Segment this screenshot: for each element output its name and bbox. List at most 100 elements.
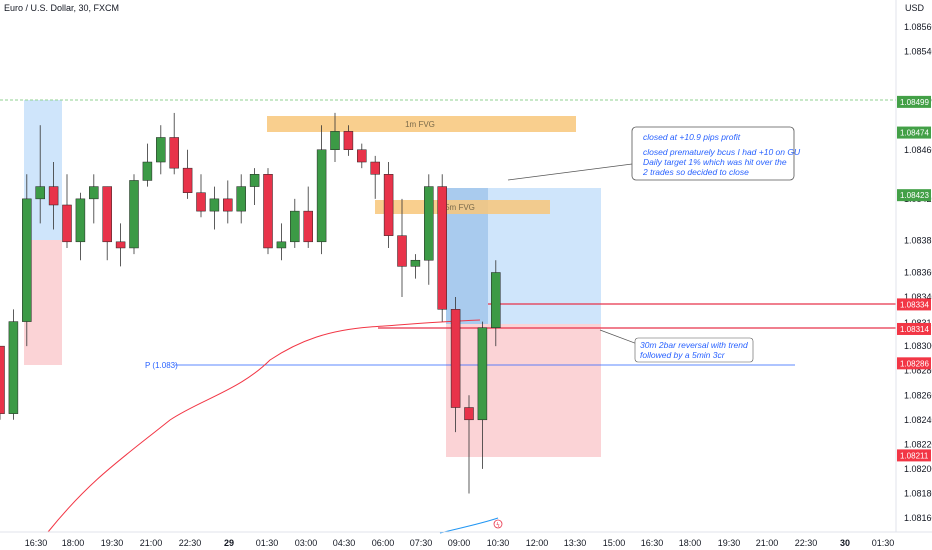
time-tick-label: 01:30 — [872, 538, 895, 548]
candle-body[interactable] — [491, 272, 501, 328]
price-tick-label: 1.08460 — [904, 145, 932, 155]
candle-body[interactable] — [290, 210, 300, 243]
price-tag-label: 1.08286 — [900, 359, 929, 368]
candle-body[interactable] — [424, 186, 434, 261]
price-tag — [897, 95, 931, 108]
candle-body[interactable] — [62, 204, 72, 243]
candle-body[interactable] — [89, 186, 99, 200]
currency-label: USD — [905, 3, 925, 13]
candle-body[interactable] — [169, 137, 179, 169]
candle-body[interactable] — [129, 180, 139, 249]
price-tick-label: 1.08319 — [904, 318, 932, 328]
candle-body[interactable] — [196, 192, 206, 212]
candle-body[interactable] — [357, 149, 367, 163]
time-tick-label: 19:30 — [718, 538, 741, 548]
time-tick-label: 15:00 — [603, 538, 626, 548]
price-tag-label: 1.08334 — [900, 300, 929, 309]
price-tag-label: 1.08211 — [900, 451, 929, 460]
time-tick-label: 16:30 — [641, 538, 664, 548]
time-axis-ticks: 16:30 18:00 19:30 21:00 22:30 29 01:30 03:00 04:… — [25, 538, 895, 548]
price-tick-label: 1.08560 — [904, 22, 932, 32]
note1-line4: 2 trades so decided to close — [642, 167, 749, 177]
note1-line1: closed at +10.9 pips profit — [643, 132, 741, 142]
price-tick-label: 1.08200 — [904, 464, 932, 474]
note2-line2: followed by a 5min 3cr — [640, 350, 726, 360]
candle-body[interactable] — [437, 186, 447, 310]
time-tick-label: 30 — [840, 538, 850, 548]
note1-box[interactable] — [631, 126, 795, 181]
candle-body[interactable] — [35, 186, 45, 200]
lightning-icon-glyph: ϟ — [496, 522, 500, 529]
candle-body[interactable] — [303, 210, 313, 243]
fvg-5m-zone — [375, 200, 550, 214]
candle-body[interactable] — [22, 198, 32, 322]
fvg-1m-zone — [267, 116, 576, 132]
candle-body[interactable] — [223, 198, 233, 212]
candle-body[interactable] — [209, 198, 220, 212]
lightning-icon[interactable] — [493, 519, 503, 529]
candle-body[interactable] — [249, 174, 260, 187]
price-tick-label: 1.08540 — [904, 47, 932, 57]
price-tick-label: 1.08340 — [904, 292, 932, 302]
price-tick-label: 1.08280 — [904, 366, 932, 376]
price-tick-label: 1.08300 — [904, 341, 932, 351]
candle-body[interactable] — [182, 167, 193, 193]
note1-line2: closed prematurely bcus I had +10 on GU — [643, 147, 801, 157]
long-position-loss-zone — [446, 324, 601, 457]
time-tick-label: 19:30 — [101, 538, 124, 548]
price-tags: 1.08499 1.08474 1.08423 1.08334 1.08314 1.082… — [897, 95, 931, 462]
candle-body[interactable] — [8, 321, 19, 414]
price-tag-label: 1.08423 — [900, 191, 929, 200]
candle-body[interactable] — [397, 235, 407, 267]
candle-body[interactable] — [236, 186, 246, 212]
time-tick-label: 09:00 — [448, 538, 471, 548]
note1-line3: Daily target 1% which was hit over the — [643, 157, 787, 167]
time-tick-label: 13:30 — [564, 538, 587, 548]
candle-body[interactable] — [263, 174, 273, 249]
candle-body[interactable] — [276, 241, 287, 249]
candle-body[interactable] — [75, 198, 86, 243]
price-tag — [897, 322, 931, 335]
time-tick-label: 10:30 — [487, 538, 510, 548]
candle-body[interactable] — [410, 259, 421, 267]
candles-group — [0, 112, 501, 494]
candle-body[interactable] — [477, 327, 488, 421]
candle-body[interactable] — [156, 137, 166, 163]
candle-body[interactable] — [0, 345, 5, 414]
time-tick-label: 18:00 — [679, 538, 702, 548]
candle-body[interactable] — [450, 309, 461, 408]
time-tick-label: 07:30 — [410, 538, 433, 548]
candle-body[interactable] — [142, 161, 153, 181]
time-tick-label: 12:00 — [526, 538, 549, 548]
time-tick-label: 29 — [224, 538, 234, 548]
candle-body[interactable] — [330, 131, 340, 150]
time-tick-label: 06:00 — [372, 538, 395, 548]
price-tag — [897, 449, 931, 462]
candle-body[interactable] — [464, 407, 474, 421]
chart-title: Euro / U.S. Dollar, 30, FXCM — [4, 3, 119, 13]
note2-line1: 30m 2bar reversal with trend — [640, 340, 748, 350]
candle-body[interactable] — [48, 186, 59, 206]
fvg-5m-label: 5m FVG — [445, 203, 475, 212]
candle-body[interactable] — [316, 149, 327, 243]
fvg-1m-label: 1m FVG — [405, 120, 435, 129]
price-tag-label: 1.08314 — [900, 325, 929, 334]
time-tick-label: 03:00 — [295, 538, 318, 548]
note1-connector — [507, 162, 641, 181]
pivot-label: P (1.083) — [145, 361, 178, 370]
candle-body[interactable] — [343, 131, 354, 150]
time-tick-label: 18:00 — [62, 538, 85, 548]
candle-body[interactable] — [102, 186, 112, 243]
price-tag-label: 1.08499 — [900, 98, 929, 107]
candle-body[interactable] — [115, 241, 126, 249]
time-tick-label: 04:30 — [333, 538, 356, 548]
price-tick-label: 1.08180 — [904, 488, 932, 498]
note2-connector — [599, 329, 641, 346]
price-tick-label: 1.08360 — [904, 268, 932, 278]
candle-body[interactable] — [383, 174, 394, 236]
candle-body[interactable] — [370, 161, 380, 175]
price-tag — [897, 189, 931, 202]
note2-box[interactable] — [634, 337, 754, 363]
time-tick-label: 21:00 — [140, 538, 163, 548]
